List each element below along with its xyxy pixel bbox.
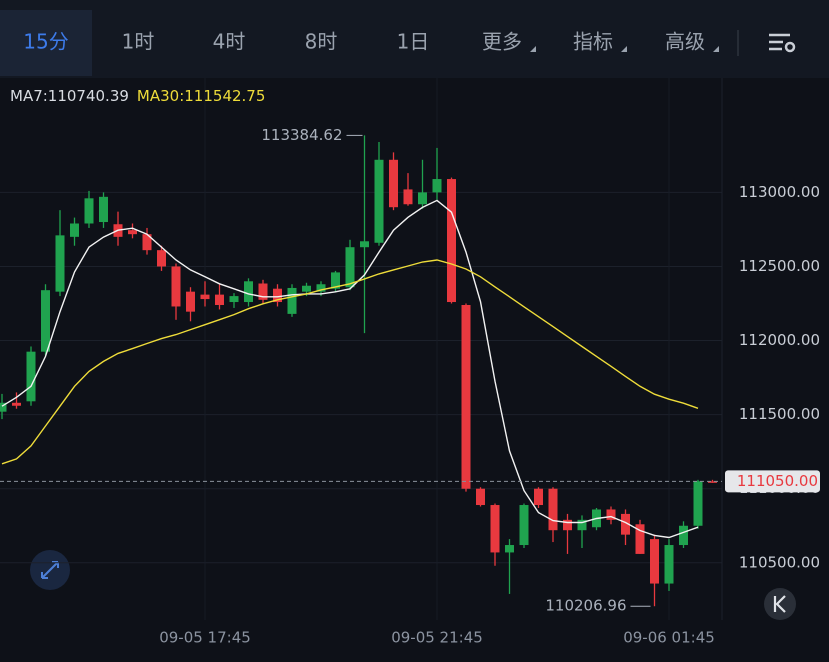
candle-body <box>519 505 529 546</box>
candle-body <box>708 481 717 483</box>
y-tick-label: 112500.00 <box>739 257 820 275</box>
tab[interactable]: 15分 <box>23 30 68 54</box>
tab[interactable]: 1时 <box>122 30 155 54</box>
candle-body <box>548 488 558 531</box>
candle-body <box>679 525 688 546</box>
candle-body <box>577 519 587 531</box>
candle-body <box>418 192 427 205</box>
candle-body <box>664 545 674 584</box>
candle-body <box>70 223 79 237</box>
candle-body <box>316 284 326 292</box>
candle-body <box>635 524 645 554</box>
last-price-label: 111050.00 <box>737 472 818 490</box>
last-price-box <box>725 470 820 493</box>
candle-body <box>389 159 398 208</box>
tab[interactable]: 更多 <box>482 30 522 54</box>
candle-body <box>200 294 210 300</box>
tab-bar <box>0 0 829 78</box>
candle-body <box>374 159 384 243</box>
x-tick-label: 09-05 17:45 <box>159 629 251 647</box>
candle-body <box>345 247 355 288</box>
high-label: 113384.62 <box>261 126 342 144</box>
candle-body <box>360 241 369 248</box>
legend-entry: MA7:110740.39 <box>10 87 129 105</box>
dropdown-arrow <box>621 46 627 52</box>
candle-body <box>215 294 224 305</box>
legend-entry: MA30:111542.75 <box>137 87 265 105</box>
ma-line <box>1 259 699 465</box>
dropdown-arrow <box>713 46 719 52</box>
candle-body <box>505 545 514 553</box>
candle-body <box>650 539 659 584</box>
tab[interactable]: 指标 <box>573 30 613 54</box>
candle-body <box>403 189 413 205</box>
scroll-latest-button[interactable] <box>764 588 796 620</box>
y-tick-label: 110500.00 <box>739 553 820 571</box>
x-tick-label: 09-06 01:45 <box>623 629 715 647</box>
candle-body <box>534 488 543 506</box>
candle-body <box>186 291 195 312</box>
expand-button[interactable] <box>30 550 70 590</box>
active-tab-bg <box>0 10 92 76</box>
ma-line <box>1 199 699 539</box>
candle-body <box>432 179 442 193</box>
low-label: 110206.96 <box>545 597 626 615</box>
tab[interactable]: 8时 <box>305 30 338 54</box>
candle-body <box>606 509 616 520</box>
candle-body <box>287 287 297 314</box>
candle-body <box>563 519 572 531</box>
candle-body <box>229 296 239 303</box>
candle-body <box>171 266 181 307</box>
dropdown-arrow <box>530 46 536 52</box>
y-tick-label: 111500.00 <box>739 405 820 423</box>
candle-body <box>490 505 500 553</box>
candle-body <box>84 198 94 224</box>
candle-body <box>476 488 485 506</box>
candle-body <box>99 196 108 223</box>
settings-icon[interactable] <box>769 33 796 53</box>
candle-body <box>621 513 630 535</box>
tab[interactable]: 1日 <box>397 30 430 54</box>
candle-body <box>142 234 152 251</box>
candle-body <box>128 230 137 235</box>
x-tick-label: 09-05 21:45 <box>391 629 483 647</box>
legend: MA7:110740.39 MA30:111542.75 <box>10 87 265 105</box>
tab[interactable]: 4时 <box>213 30 246 54</box>
candle-body <box>693 481 703 526</box>
candle-body <box>157 250 166 267</box>
candle-body <box>0 402 7 412</box>
candle-body <box>12 402 21 406</box>
candle-body <box>273 288 282 303</box>
tab[interactable]: 高级 <box>665 30 705 54</box>
candle-body <box>447 179 456 303</box>
candle-body <box>244 281 253 303</box>
candle-body <box>331 272 340 289</box>
candle-body <box>302 285 311 292</box>
candle-body <box>461 304 471 489</box>
y-tick-label: 113000.00 <box>739 183 820 201</box>
candle-body <box>55 235 65 292</box>
candle-body <box>41 290 50 352</box>
candle-body <box>258 283 268 300</box>
candle-body <box>26 351 36 402</box>
y-tick-label: 112000.00 <box>739 331 820 349</box>
